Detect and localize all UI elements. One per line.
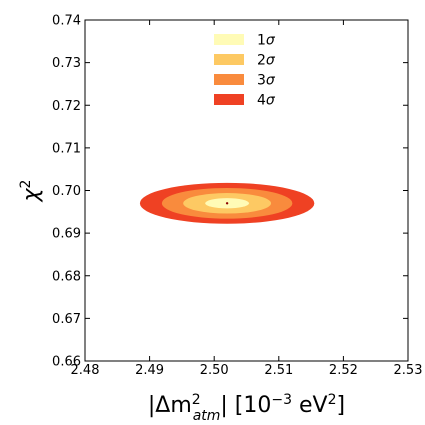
x-tick-label: 2.49 — [135, 363, 164, 378]
y-axis-label: χ2 — [18, 180, 44, 203]
legend: 1σ 2σ 3σ 4σ — [214, 33, 276, 109]
y-tick-label: 0.66 — [52, 355, 81, 370]
legend-label-2sigma: 2σ — [257, 53, 276, 69]
x-tick-label: 2.53 — [394, 363, 423, 378]
tick-layer: 2.48 2.49 2.50 2.51 2.52 2.53 0.66 0.67 0.68 0.69… — [52, 14, 422, 379]
contour-layer — [139, 182, 315, 224]
y-tick-label: 0.74 — [52, 14, 81, 29]
x-tick-label: 2.48 — [71, 363, 100, 378]
y-tick-label: 0.69 — [52, 227, 81, 242]
x-axis-label: |Δm2 atm| [10−3 eV2] — [148, 392, 345, 424]
y-tick-label: 0.71 — [52, 141, 81, 156]
y-tick-label: 0.67 — [52, 312, 81, 327]
legend-swatch-1sigma — [214, 34, 244, 45]
legend-swatch-4sigma — [214, 94, 244, 105]
y-tick-label: 0.73 — [52, 56, 81, 71]
legend-swatch-3sigma — [214, 74, 244, 85]
y-tick-label: 0.72 — [52, 99, 81, 114]
x-tick-label: 2.50 — [200, 363, 229, 378]
legend-swatch-2sigma — [214, 54, 244, 65]
best-fit-point — [225, 202, 229, 205]
legend-label-3sigma: 3σ — [257, 73, 276, 89]
x-tick-label: 2.52 — [329, 363, 358, 378]
x-tick-label: 2.51 — [264, 363, 293, 378]
y-tick-label: 0.70 — [52, 184, 81, 199]
legend-label-1sigma: 1σ — [257, 33, 276, 49]
legend-label-4sigma: 4σ — [257, 93, 276, 109]
plot-frame — [84, 19, 409, 362]
y-tick-label: 0.68 — [52, 269, 81, 284]
